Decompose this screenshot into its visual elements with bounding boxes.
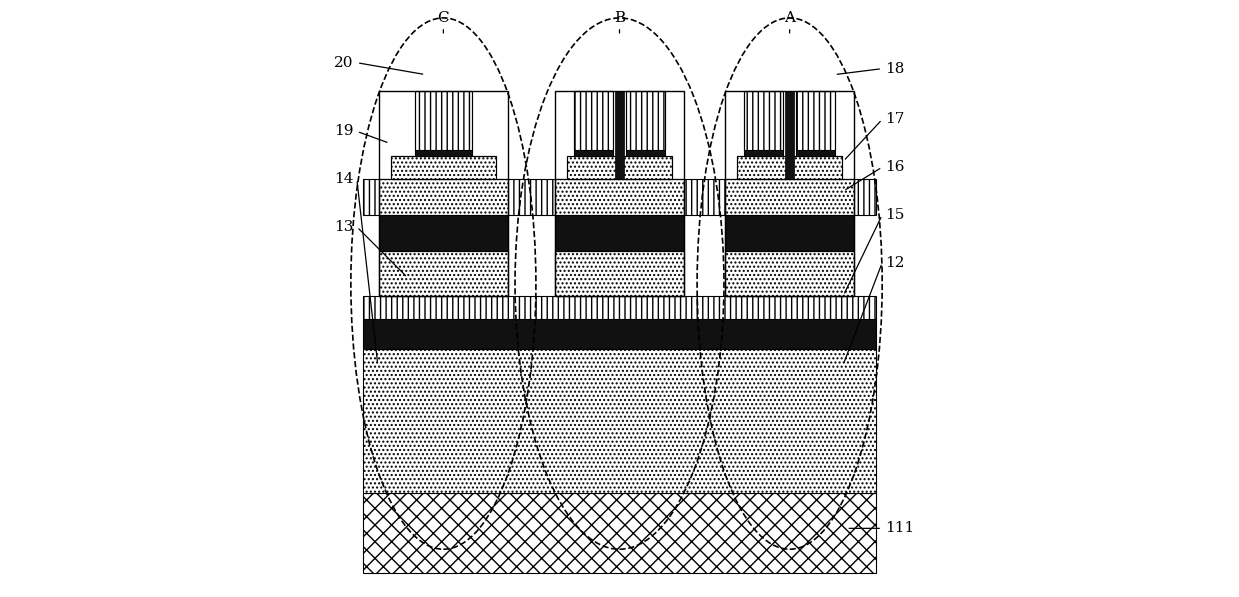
Bar [379,91,508,296]
Bar [392,156,496,179]
Bar [574,91,613,150]
Bar [797,150,835,156]
Bar [555,179,684,215]
Text: 20: 20 [335,56,354,70]
Bar [626,91,665,150]
Bar [726,251,854,296]
Bar [726,91,854,296]
Bar [392,156,496,179]
Bar [745,91,783,156]
Bar [797,91,835,156]
Text: 18: 18 [885,61,904,76]
Bar [726,215,854,251]
Text: 111: 111 [885,521,914,536]
Bar [626,150,665,156]
Text: 15: 15 [885,208,904,222]
Text: 16: 16 [885,160,904,174]
Bar [379,179,508,215]
Bar [574,91,613,156]
Bar [737,156,841,179]
Bar [786,91,794,179]
Bar [555,251,684,296]
Bar [726,179,854,215]
Bar [745,91,783,150]
Bar [363,349,876,493]
Text: 14: 14 [335,172,354,186]
Bar [415,91,472,150]
Text: 17: 17 [885,112,904,127]
Text: 12: 12 [885,256,904,270]
Bar [797,91,835,150]
Bar [745,150,783,156]
Bar [626,91,665,156]
Bar [363,493,876,573]
Bar [415,150,472,156]
Bar [555,215,684,251]
Bar [363,179,876,215]
Bar [363,296,876,319]
Bar [574,150,613,156]
Text: 13: 13 [335,220,354,234]
Bar [726,179,854,215]
Bar [379,251,508,296]
Text: 19: 19 [335,124,354,139]
Bar [415,91,472,156]
Bar [726,251,854,296]
Bar [555,251,684,296]
Bar [567,156,672,179]
Text: C: C [437,11,450,25]
Text: A: A [784,11,795,25]
Text: B: B [615,11,624,25]
Bar [379,179,508,215]
Bar [379,215,508,251]
Bar [616,91,623,179]
Bar [737,156,841,179]
Bar [379,251,508,296]
Bar [555,91,684,296]
Bar [363,319,876,349]
Bar [567,156,672,179]
Bar [555,179,684,215]
